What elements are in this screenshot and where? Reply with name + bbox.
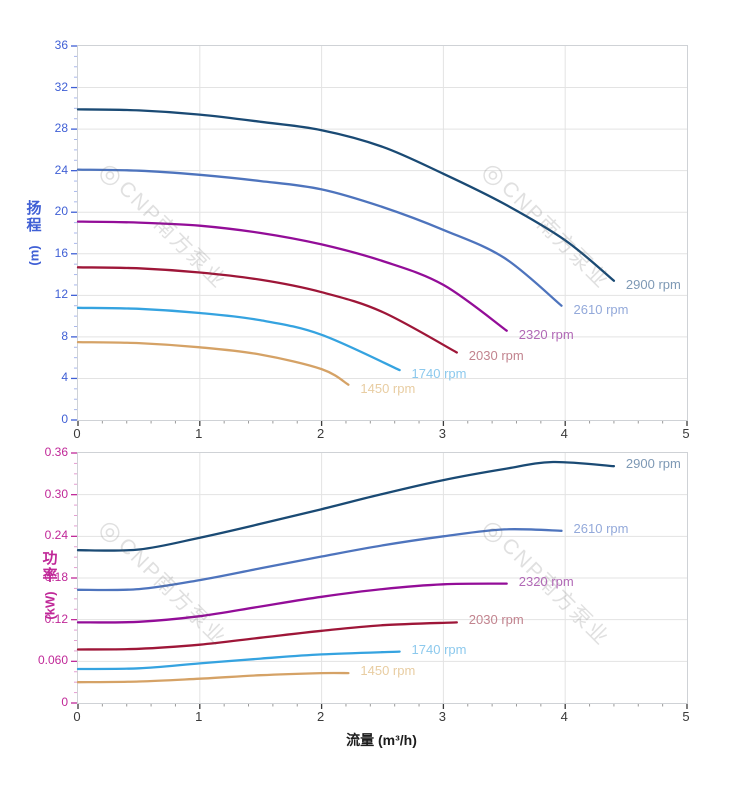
x-tick-label: 4 [560, 426, 568, 441]
y-tick-label: 12 [54, 287, 68, 302]
power-chart-plot [71, 452, 688, 709]
chart-canvas [71, 452, 688, 709]
y-tick-label: 0 [61, 412, 68, 426]
series-label-2900-rpm: 2900 rpm [625, 456, 681, 472]
y-tick-label: 0.24 [44, 528, 68, 543]
y-tick-label: 4 [61, 370, 68, 385]
y-tick-label: 32 [54, 79, 68, 94]
y-tick-label: 24 [54, 162, 68, 177]
x-tick-label: 5 [682, 709, 690, 724]
y-tick-label: 36 [54, 38, 68, 52]
x-tick-label: 3 [438, 709, 446, 724]
series-curve-1740-rpm [76, 650, 401, 671]
series-label-2610-rpm: 2610 rpm [573, 301, 629, 317]
y-tick-label: 8 [61, 328, 68, 343]
series-label-2030-rpm: 2030 rpm [468, 348, 524, 364]
chart-canvas [71, 45, 688, 426]
y-tick-label: 0.18 [44, 570, 68, 584]
head-axis-title: 扬 程 (m) [24, 200, 44, 266]
series-label-2320-rpm: 2320 rpm [518, 573, 574, 589]
y-tick-label: 28 [54, 121, 68, 136]
x-tick-label: 0 [73, 426, 81, 441]
y-tick-label: 16 [54, 245, 68, 260]
series-curve-1740-rpm [76, 306, 401, 372]
head-chart-plot [71, 45, 688, 426]
series-label-1450-rpm: 1450 rpm [360, 663, 416, 679]
y-tick-label: 0.30 [44, 486, 68, 501]
series-label-1450-rpm: 1450 rpm [360, 380, 416, 396]
x-tick-label: 2 [316, 709, 325, 724]
series-curve-2320-rpm [76, 582, 508, 624]
series-curve-2610-rpm [76, 168, 563, 307]
head-axis-title-char: 程 [26, 217, 42, 234]
series-curve-2320-rpm [76, 220, 508, 332]
x-tick-label: 3 [438, 426, 446, 441]
x-tick-label: 0 [73, 709, 81, 724]
head-axis-title-char: 扬 [26, 200, 42, 217]
series-curve-2900-rpm [76, 108, 616, 282]
x-tick-label: 1 [195, 426, 203, 441]
power-axis-title: 功 率 (kW) [40, 550, 60, 620]
series-curve-1450-rpm [76, 340, 350, 386]
y-tick-label: 0 [61, 695, 68, 709]
y-tick-label: 0.36 [44, 445, 68, 459]
series-curve-2610-rpm [76, 528, 563, 592]
x-tick-label: 4 [560, 709, 568, 724]
series-label-2900-rpm: 2900 rpm [625, 276, 681, 292]
power-axis-title-char: 功 [42, 550, 58, 567]
series-label-1740-rpm: 1740 rpm [411, 366, 467, 382]
y-tick-label: 0.12 [44, 611, 68, 626]
series-label-2030-rpm: 2030 rpm [468, 612, 524, 628]
y-tick-label: 0.060 [37, 653, 68, 668]
series-curve-2030-rpm [76, 266, 458, 354]
y-tick-label: 20 [54, 204, 68, 219]
series-curve-2030-rpm [76, 621, 458, 651]
x-tick-label: 2 [316, 426, 325, 441]
series-curve-1450-rpm [76, 671, 350, 684]
power-axis-title-char: 率 [42, 567, 58, 584]
series-label-2320-rpm: 2320 rpm [518, 326, 574, 342]
flow-axis-title: 流量 (m³/h) [346, 732, 417, 748]
x-tick-label: 5 [682, 426, 690, 441]
series-curve-2900-rpm [76, 460, 616, 552]
series-label-1740-rpm: 1740 rpm [411, 641, 467, 657]
series-label-2610-rpm: 2610 rpm [573, 520, 629, 536]
x-tick-label: 1 [195, 709, 203, 724]
